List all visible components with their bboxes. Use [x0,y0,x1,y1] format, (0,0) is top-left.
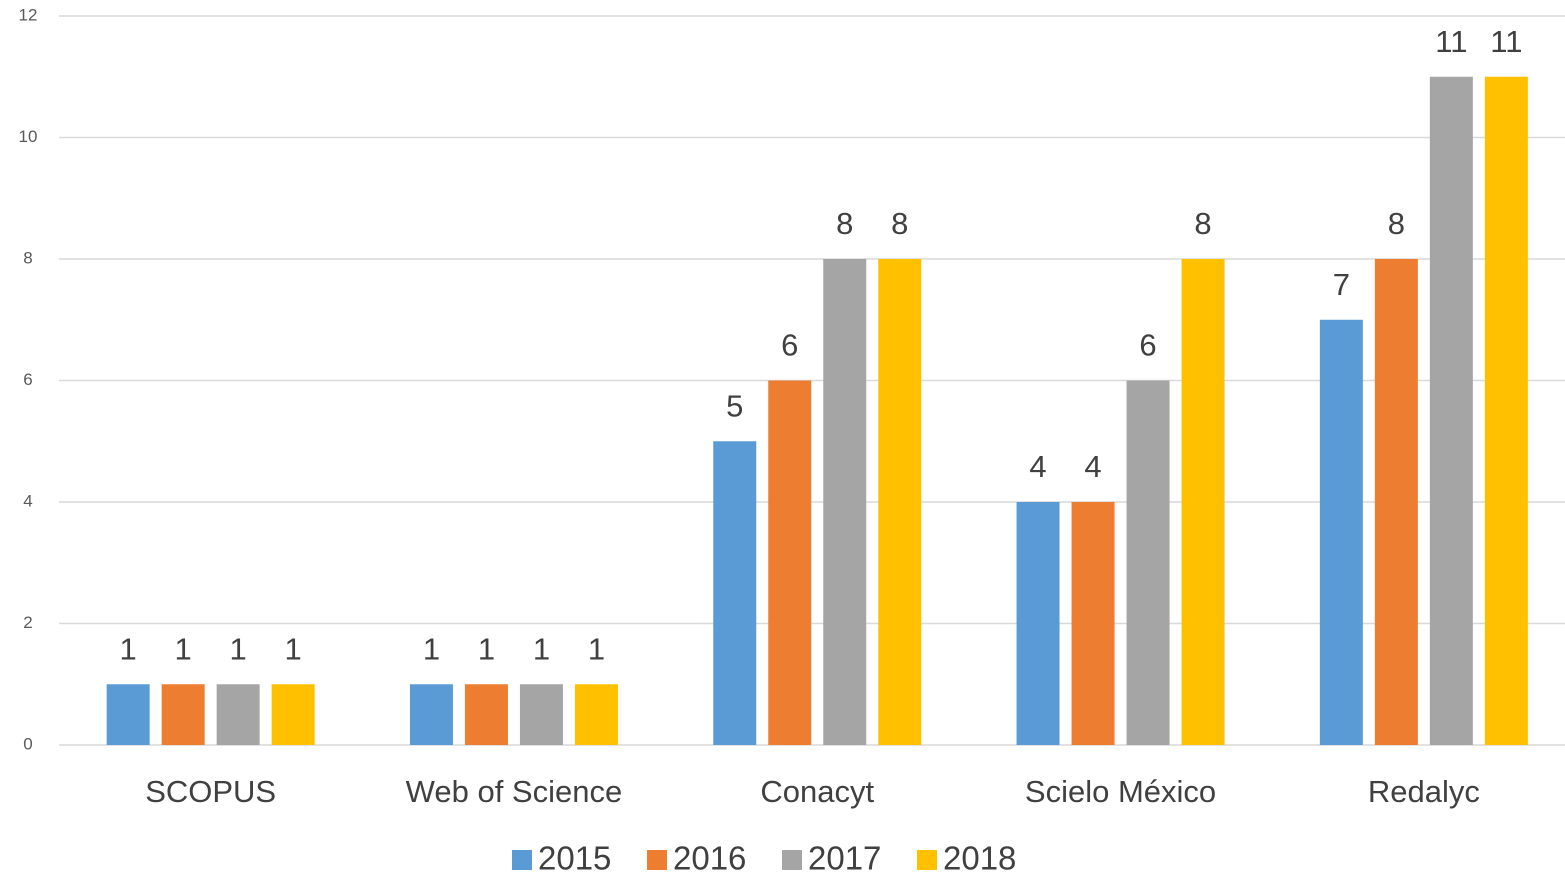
data-label: 8 [891,206,908,241]
bar [216,684,260,745]
data-label: 11 [1490,24,1522,59]
bar [574,684,618,745]
legend-swatch [647,850,667,870]
data-label: 8 [836,206,853,241]
legend-label: 2015 [538,840,611,877]
y-tick-label: 12 [19,5,38,24]
data-label: 7 [1333,267,1350,302]
data-label: 1 [423,631,440,666]
y-tick-label: 2 [23,613,32,632]
y-tick-label: 0 [23,734,32,753]
bar [1319,319,1363,745]
y-tick-label: 10 [19,127,38,146]
bar [1071,502,1115,745]
data-label: 5 [726,388,743,423]
bar [768,380,812,745]
bar [823,259,867,745]
data-label: 1 [230,631,247,666]
legend-label: 2017 [808,840,881,877]
y-tick-label: 6 [23,370,32,389]
data-label: 11 [1435,24,1467,59]
bar [1374,259,1418,745]
data-label: 8 [1194,206,1211,241]
bar [713,441,757,745]
y-tick-label: 4 [23,491,32,510]
bar [106,684,150,745]
x-tick-label: Web of Science [406,774,623,809]
legend-label: 2018 [943,840,1016,877]
legend-swatch [917,850,937,870]
x-tick-label: Scielo México [1025,774,1216,809]
bar [1484,76,1528,745]
bar [271,684,315,745]
y-tick-label: 8 [23,248,32,267]
bar [519,684,563,745]
legend-swatch [512,850,532,870]
bar [464,684,508,745]
data-label: 8 [1388,206,1405,241]
x-tick-label: Conacyt [760,774,874,809]
bar [409,684,453,745]
bar [878,259,922,745]
bar [161,684,205,745]
data-label: 4 [1029,449,1046,484]
bar [1429,76,1473,745]
data-label: 1 [120,631,137,666]
x-tick-label: Redalyc [1368,774,1480,809]
data-label: 1 [533,631,550,666]
legend-swatch [782,850,802,870]
legend-label: 2016 [673,840,746,877]
data-label: 6 [781,328,798,363]
data-label: 1 [588,631,605,666]
bar [1016,502,1060,745]
bar [1181,259,1225,745]
data-label: 1 [285,631,302,666]
data-label: 4 [1084,449,1101,484]
bar [1126,380,1170,745]
data-label: 6 [1139,328,1156,363]
data-label: 1 [175,631,192,666]
x-tick-label: SCOPUS [145,774,276,809]
data-label: 1 [478,631,495,666]
